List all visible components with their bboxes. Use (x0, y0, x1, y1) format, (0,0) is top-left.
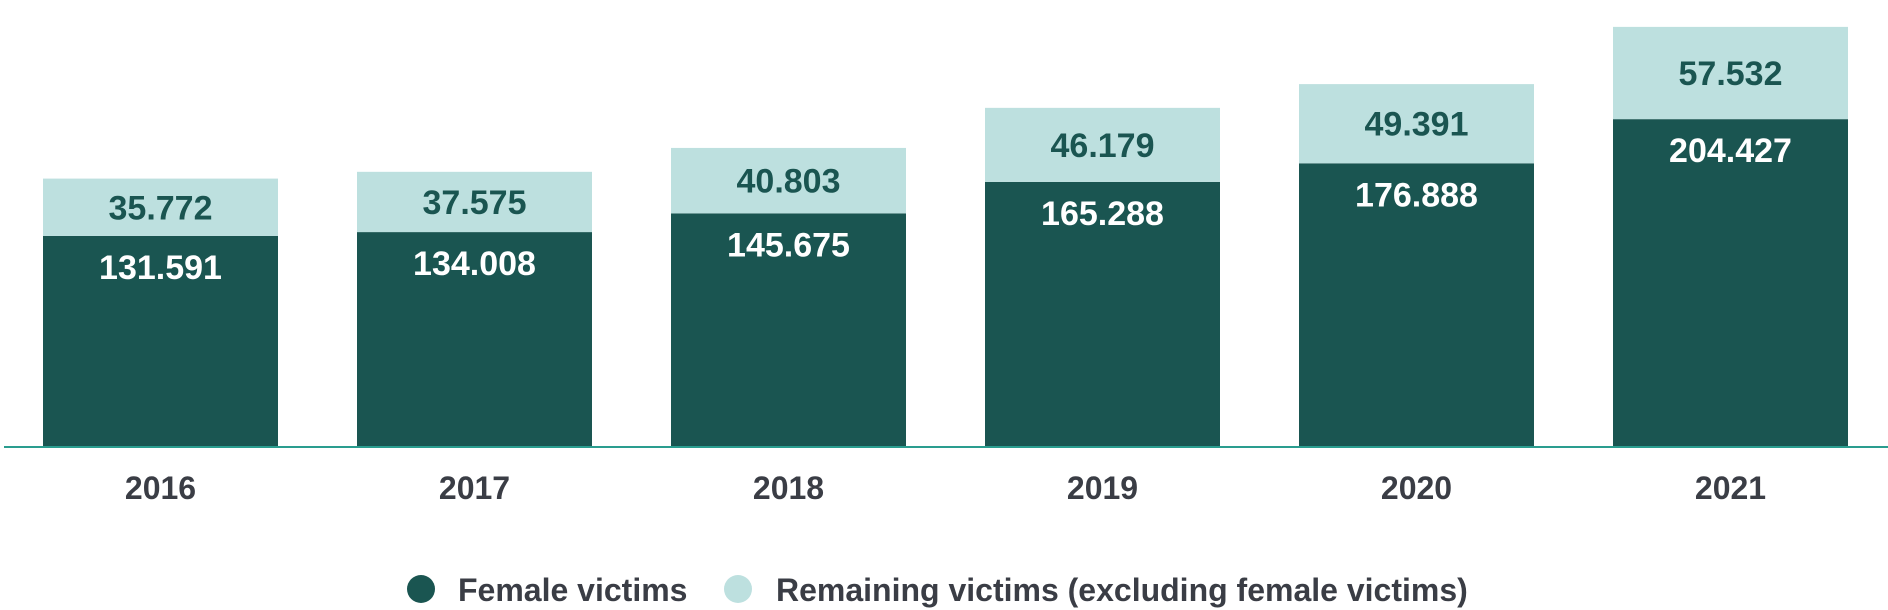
data-label-remaining-2017: 37.575 (423, 184, 527, 222)
bars-group: 35.772 131.591 37.575 134.008 40.803 145.675 4… (43, 26, 1848, 447)
data-label-remaining-2020: 49.391 (1365, 106, 1469, 144)
data-label-female-2017: 134.008 (413, 245, 536, 283)
x-tick-label-2021: 2021 (1695, 470, 1766, 506)
data-label-remaining-2016: 35.772 (109, 189, 213, 227)
bar-remaining-2017 (357, 171, 592, 233)
data-label-female-2018: 145.675 (727, 226, 850, 264)
legend-item-remaining: Remaining victims (excluding female vict… (724, 572, 1468, 608)
x-tick-labels: 2016 2017 2018 2019 2020 2021 (125, 470, 1766, 506)
bar-remaining-2019 (985, 107, 1220, 182)
legend-swatch-remaining (724, 575, 752, 603)
x-tick-label-2017: 2017 (439, 470, 510, 506)
legend: Female victims Remaining victims (exclud… (407, 572, 1468, 608)
x-tick-label-2018: 2018 (753, 470, 824, 506)
legend-item-female: Female victims (407, 572, 687, 608)
bar-remaining-2016 (43, 178, 278, 236)
bar-female-2018 (671, 213, 906, 447)
bar-female-2017 (357, 232, 592, 447)
bar-remaining-2020 (1299, 84, 1534, 164)
bar-female-2019 (985, 181, 1220, 447)
data-label-female-2016: 131.591 (99, 249, 222, 287)
data-label-female-2021: 204.427 (1669, 132, 1792, 170)
x-tick-label-2016: 2016 (125, 470, 196, 506)
legend-label-female: Female victims (458, 572, 687, 608)
bar-female-2020 (1299, 163, 1534, 447)
bar-remaining-2021 (1613, 26, 1848, 120)
bar-female-2021 (1613, 119, 1848, 447)
bar-remaining-2018 (671, 147, 906, 214)
data-label-female-2020: 176.888 (1355, 176, 1478, 214)
legend-swatch-female (407, 575, 435, 603)
data-label-female-2019: 165.288 (1041, 195, 1164, 233)
legend-label-remaining: Remaining victims (excluding female vict… (776, 572, 1468, 608)
data-label-remaining-2021: 57.532 (1679, 55, 1783, 93)
x-tick-label-2019: 2019 (1067, 470, 1138, 506)
data-label-remaining-2019: 46.179 (1051, 127, 1155, 165)
x-tick-label-2020: 2020 (1381, 470, 1452, 506)
bar-female-2016 (43, 235, 278, 447)
data-label-remaining-2018: 40.803 (737, 163, 841, 201)
